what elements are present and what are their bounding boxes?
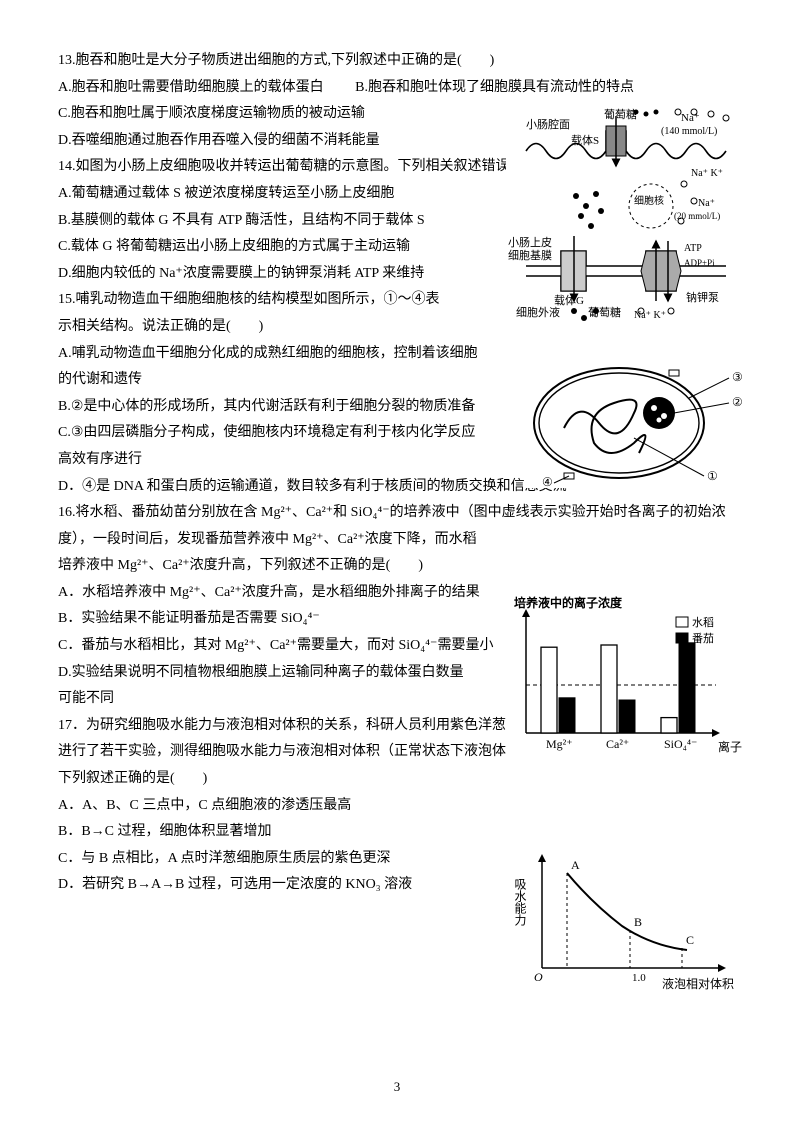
svg-text:小肠腔面: 小肠腔面 bbox=[526, 117, 570, 131]
svg-text:葡萄糖: 葡萄糖 bbox=[604, 107, 637, 121]
svg-text:细胞核: 细胞核 bbox=[634, 194, 664, 207]
q17-stem3: 下列叙述正确的是( ) bbox=[58, 766, 736, 793]
q15-figure: ③ ② ① ④ bbox=[524, 358, 744, 488]
svg-text:SiO₄⁴⁻: SiO₄⁴⁻ bbox=[664, 737, 697, 751]
content-area: 13.胞吞和胞吐是大分子物质进出细胞的方式,下列叙述中正确的是( ) A.胞吞和… bbox=[58, 48, 736, 899]
svg-text:载体S: 载体S bbox=[571, 133, 599, 147]
q17-a: A．A、B、C 三点中，C 点细胞液的渗透压最高 bbox=[58, 793, 736, 820]
q15-svg: ③ ② ① ④ bbox=[524, 358, 744, 488]
svg-text:Na⁺: Na⁺ bbox=[681, 112, 700, 124]
q17-svg: A B C 吸水能力 O 1.0 液泡相对体积 bbox=[512, 848, 742, 998]
svg-text:离子: 离子 bbox=[718, 739, 742, 754]
q16-svg: 培养液中的离子浓度 Mg²⁺ Ca²⁺ SiO₄⁴⁻ 离子 水稻 bbox=[506, 593, 746, 763]
page-number: 3 bbox=[0, 1075, 794, 1100]
svg-text:A: A bbox=[571, 858, 580, 872]
svg-text:ATP: ATP bbox=[684, 243, 702, 254]
svg-text:细胞外液: 细胞外液 bbox=[516, 305, 560, 319]
svg-text:Mg²⁺: Mg²⁺ bbox=[546, 737, 573, 751]
q13-b: B.胞吞和胞吐体现了细胞膜具有流动性的特点 bbox=[355, 80, 634, 95]
svg-text:C: C bbox=[686, 933, 694, 947]
q17-figure: A B C 吸水能力 O 1.0 液泡相对体积 bbox=[512, 848, 742, 998]
page: 13.胞吞和胞吐是大分子物质进出细胞的方式,下列叙述中正确的是( ) A.胞吞和… bbox=[0, 0, 794, 1122]
q13-stem: 13.胞吞和胞吐是大分子物质进出细胞的方式,下列叙述中正确的是( ) bbox=[58, 48, 736, 75]
svg-text:Ca²⁺: Ca²⁺ bbox=[606, 737, 629, 751]
svg-text:番茄: 番茄 bbox=[692, 631, 714, 645]
svg-text:O: O bbox=[534, 970, 543, 984]
svg-text:Na⁺: Na⁺ bbox=[698, 198, 715, 209]
svg-text:④: ④ bbox=[542, 475, 553, 488]
svg-text:(20 mmol/L): (20 mmol/L) bbox=[674, 211, 720, 221]
q16-stem3: 培养液中 Mg²⁺、Ca²⁺浓度升高，下列叙述不正确的是( ) bbox=[58, 553, 736, 580]
q13-ab: A.胞吞和胞吐需要借助细胞膜上的载体蛋白 B.胞吞和胞吐体现了细胞膜具有流动性的… bbox=[58, 75, 736, 102]
svg-text:1.0: 1.0 bbox=[632, 972, 646, 984]
q13-a: A.胞吞和胞吐需要借助细胞膜上的载体蛋白 bbox=[58, 80, 324, 95]
svg-text:小肠上皮: 小肠上皮 bbox=[508, 236, 552, 249]
svg-text:载体G: 载体G bbox=[554, 293, 584, 307]
q16-stem1: 16.将水稻、番茄幼苗分别放在含 Mg²⁺、Ca²⁺和 SiO₄⁴⁻的培养液中（… bbox=[58, 500, 736, 527]
svg-text:吸水能力: 吸水能力 bbox=[513, 878, 527, 927]
q14-figure: 小肠腔面 葡萄糖 载体S Na⁺ (140 mmol/L) 细胞核 Na⁺ K⁺… bbox=[506, 106, 746, 336]
svg-text:液泡相对体积: 液泡相对体积 bbox=[662, 976, 734, 991]
svg-text:(140 mmol/L): (140 mmol/L) bbox=[661, 126, 717, 137]
q16-figure: 培养液中的离子浓度 Mg²⁺ Ca²⁺ SiO₄⁴⁻ 离子 水稻 bbox=[506, 593, 746, 763]
svg-text:ADP+Pi: ADP+Pi bbox=[684, 258, 715, 268]
svg-text:①: ① bbox=[707, 469, 718, 483]
svg-text:葡萄糖: 葡萄糖 bbox=[588, 305, 621, 319]
q16-stem2: 度），一段时间后，发现番茄营养液中 Mg²⁺、Ca²⁺浓度下降，而水稻 bbox=[58, 527, 736, 554]
q17-b: B．B→C 过程，细胞体积显著增加 bbox=[58, 819, 736, 846]
svg-text:细胞基膜: 细胞基膜 bbox=[508, 249, 552, 262]
svg-text:②: ② bbox=[732, 395, 743, 409]
svg-text:水稻: 水稻 bbox=[692, 616, 714, 629]
svg-text:Na⁺ K⁺: Na⁺ K⁺ bbox=[691, 168, 723, 179]
svg-text:Na⁺ K⁺: Na⁺ K⁺ bbox=[634, 310, 666, 321]
svg-text:培养液中的离子浓度: 培养液中的离子浓度 bbox=[514, 595, 623, 610]
svg-text:③: ③ bbox=[732, 370, 743, 384]
svg-text:钠钾泵: 钠钾泵 bbox=[686, 290, 719, 304]
svg-text:B: B bbox=[634, 915, 642, 929]
q14-svg: 小肠腔面 葡萄糖 载体S Na⁺ (140 mmol/L) 细胞核 Na⁺ K⁺… bbox=[506, 106, 746, 336]
